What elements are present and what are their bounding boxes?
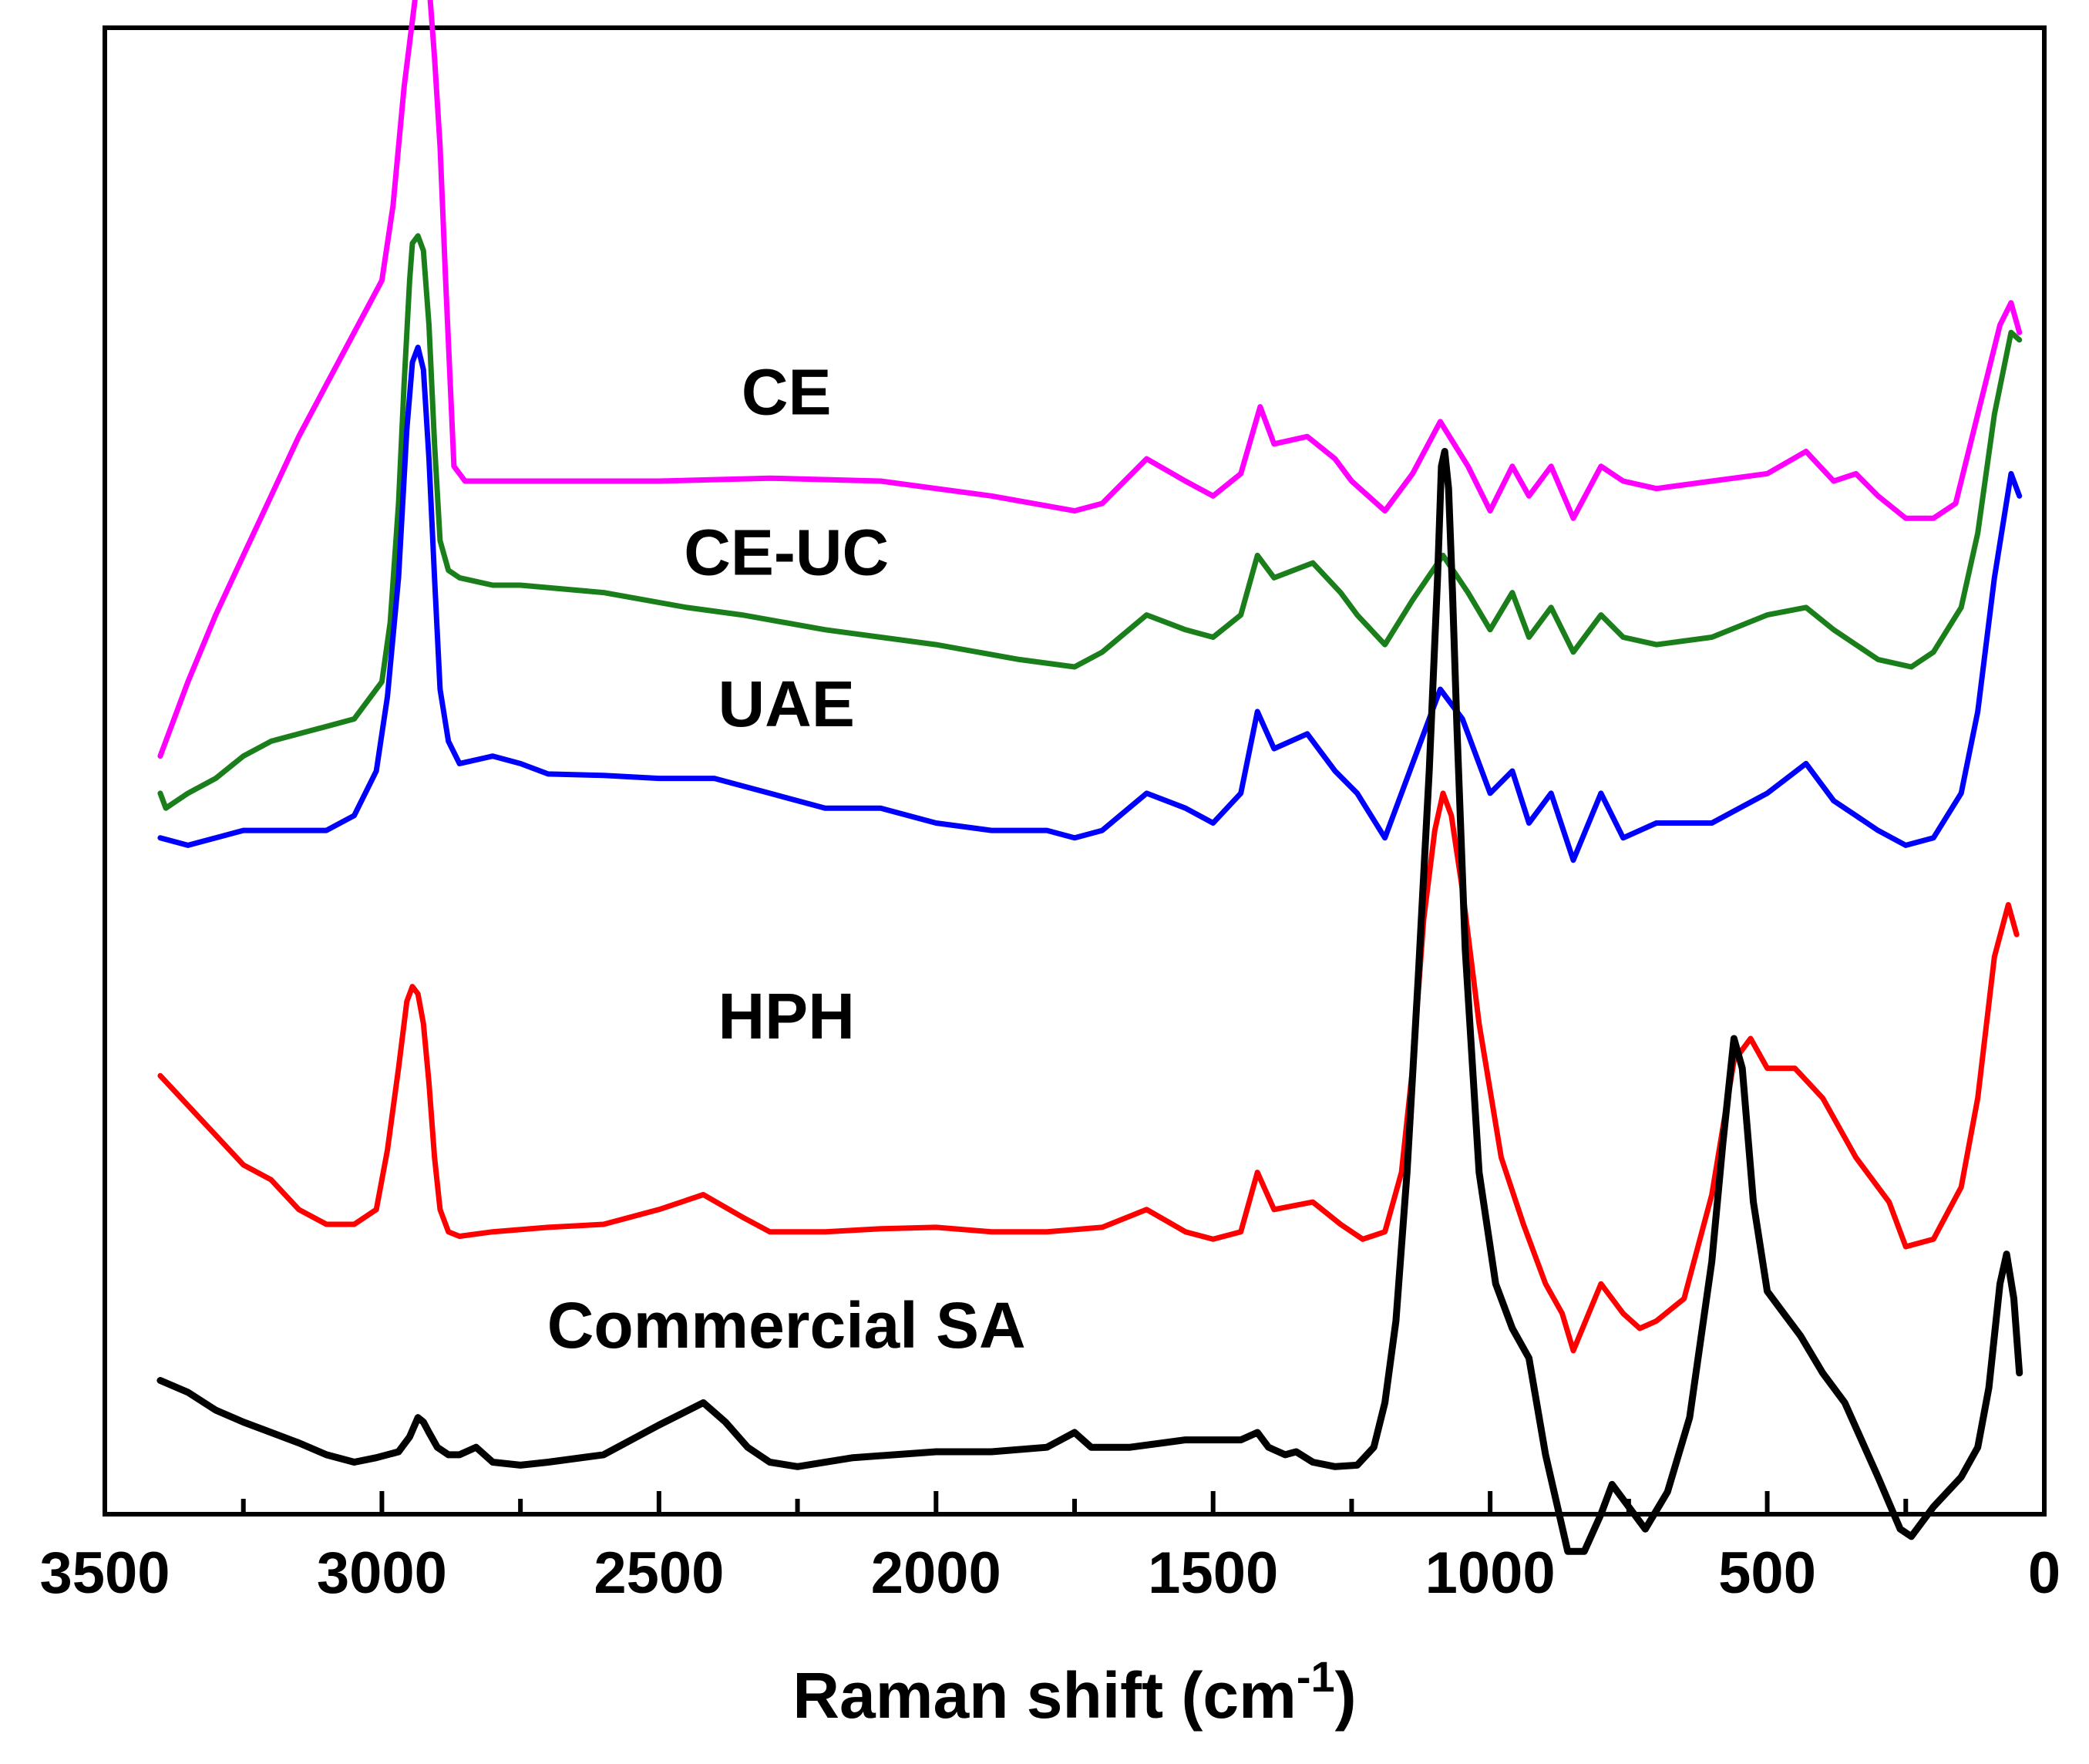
x-axis-tick-labels: 3500 3000 2500 2000 1500 1000 500 0 — [39, 1540, 2060, 1606]
series-label-ce: CE — [742, 355, 832, 428]
series-line-commercial-sa — [156, 448, 2023, 1555]
plot-frame — [103, 25, 2047, 1517]
x-axis-title: Raman shift (cm-1) — [792, 1652, 1356, 1732]
series-label-commercial-sa: Commercial SA — [547, 1289, 1026, 1362]
series-line-ce-uc — [157, 233, 2023, 811]
series-line-ce — [157, 0, 2023, 759]
x-axis-ticks — [103, 1491, 2047, 1514]
x-tick-label: 3500 — [39, 1540, 170, 1606]
series-line-hph — [157, 790, 2020, 1354]
x-tick-label: 3000 — [317, 1540, 447, 1606]
x-axis-title-superscript: -1 — [1297, 1652, 1335, 1701]
series-labels: CE CE-UC UAE HPH Commercial SA — [547, 355, 1026, 1362]
x-tick-label: 500 — [1718, 1540, 1816, 1606]
series-lines — [156, 0, 2023, 1555]
series-label-uae: UAE — [718, 668, 855, 740]
x-tick-label: 2000 — [871, 1540, 1001, 1606]
x-axis-title-close: ) — [1335, 1659, 1357, 1732]
x-tick-label: 1500 — [1148, 1540, 1278, 1606]
series-label-ce-uc: CE-UC — [684, 517, 889, 589]
series-label-hph: HPH — [718, 980, 855, 1052]
x-tick-label: 1000 — [1425, 1540, 1556, 1606]
x-tick-label: 2500 — [594, 1540, 724, 1606]
series-line-uae — [157, 345, 2023, 863]
x-tick-label: 0 — [2028, 1540, 2060, 1606]
